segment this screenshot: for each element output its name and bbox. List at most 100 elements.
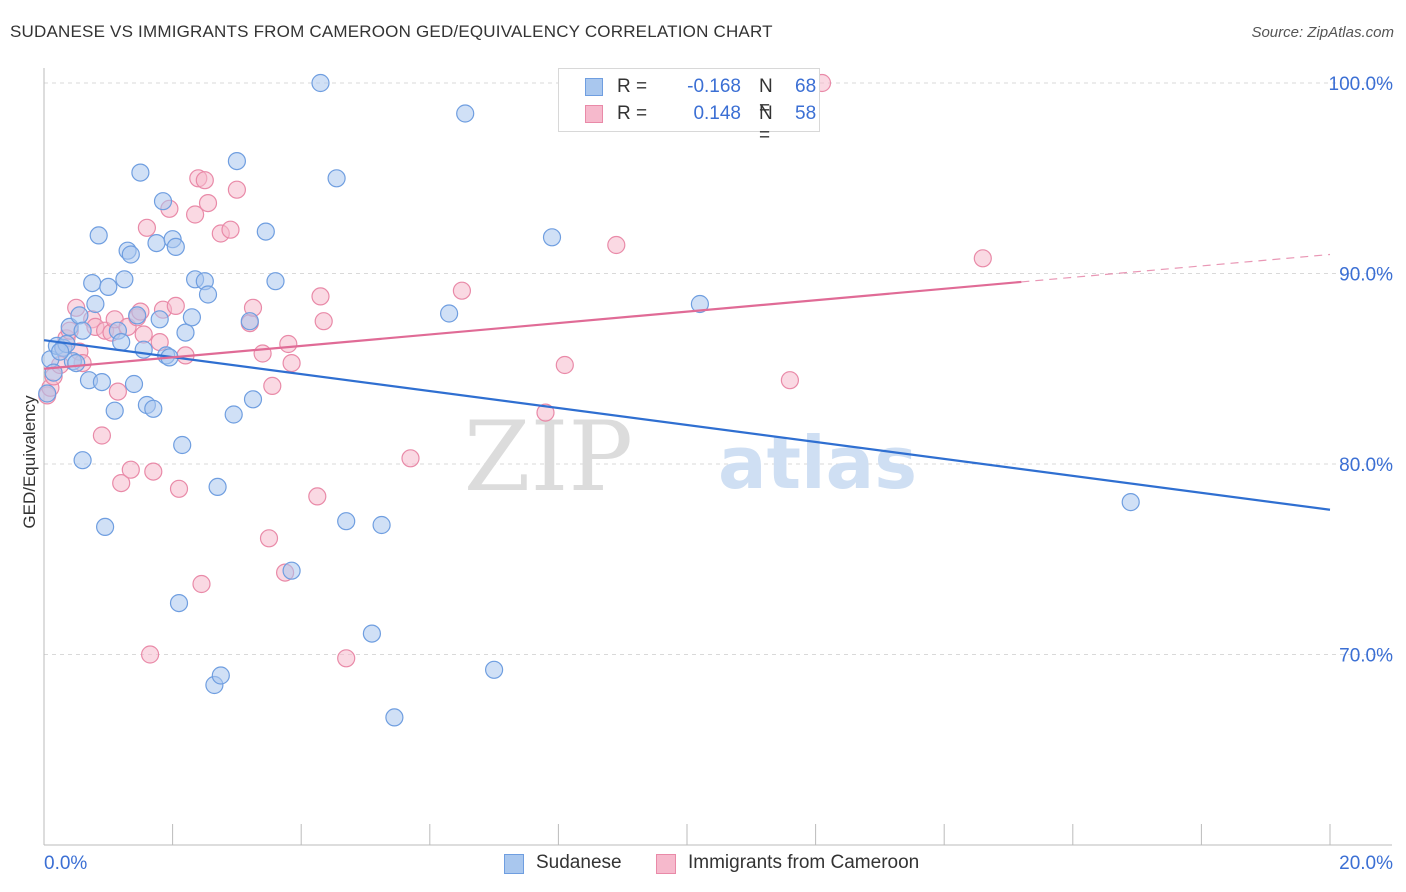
sudanese-point xyxy=(134,340,153,359)
cameroon-point xyxy=(337,649,356,668)
cameroon-point xyxy=(253,344,272,363)
sudanese-point xyxy=(337,512,356,531)
cameroon-point xyxy=(282,354,301,373)
sudanese-point xyxy=(83,274,102,293)
chart-title: SUDANESE VS IMMIGRANTS FROM CAMEROON GED… xyxy=(10,22,773,41)
sudanese-trend-line xyxy=(43,339,1331,511)
sudanese-point xyxy=(542,228,562,247)
series-cameroon-points xyxy=(38,73,992,668)
cameroon-point xyxy=(195,171,214,190)
sudanese-point xyxy=(256,222,275,241)
sudanese-point xyxy=(362,624,381,643)
sudanese-point xyxy=(121,245,140,264)
sudanese-point xyxy=(70,306,89,325)
sudanese-point xyxy=(311,73,330,93)
sudanese-point xyxy=(150,310,169,329)
y-tick-label: 70.0% xyxy=(1339,646,1393,667)
cameroon-point xyxy=(452,281,471,300)
y-tick-label: 90.0% xyxy=(1339,265,1393,286)
sudanese-point xyxy=(128,306,147,325)
sudanese-point xyxy=(227,152,246,171)
cameroon-point xyxy=(314,312,333,331)
sudanese-point xyxy=(372,515,391,535)
correlation-legend: R = -0.168 N = 68 R = 0.148 N = 58 xyxy=(558,68,820,146)
cameroon-point xyxy=(607,235,626,255)
sudanese-point xyxy=(73,321,92,340)
sudanese-point xyxy=(112,333,131,352)
cameroon-point xyxy=(92,426,112,445)
x-tick-label: 20.0% xyxy=(1339,853,1393,874)
legend-r-value: -0.168 xyxy=(687,76,741,97)
legend-swatch-pink xyxy=(585,105,603,123)
sudanese-point xyxy=(456,104,475,123)
legend-n-label: N = xyxy=(759,103,773,146)
legend-label-cameroon: Immigrants from Cameroon xyxy=(688,852,920,873)
sudanese-point xyxy=(224,405,243,424)
sudanese-point xyxy=(131,163,150,182)
sudanese-point xyxy=(243,390,263,409)
sudanese-point xyxy=(1121,493,1140,512)
axes xyxy=(43,68,1392,846)
x-tick-label: 0.0% xyxy=(44,853,87,874)
tick-labels: 70.0% 80.0% 90.0% 100.0% 0.0% 20.0% xyxy=(44,74,1393,874)
cameroon-point xyxy=(227,180,246,199)
sudanese-point xyxy=(198,285,218,304)
sudanese-point xyxy=(95,517,115,537)
source-label: Source: ZipAtlas.com xyxy=(1251,24,1394,41)
y-axis-label: GED/Equivalency xyxy=(20,395,39,529)
sudanese-point xyxy=(266,272,285,291)
watermark-atlas: atlas xyxy=(718,421,917,505)
cameroon-point xyxy=(263,376,282,395)
sudanese-point xyxy=(144,399,163,418)
cameroon-point xyxy=(186,205,205,224)
sudanese-point xyxy=(240,312,259,331)
legend-n-value: 58 xyxy=(795,103,817,124)
sudanese-point xyxy=(690,294,710,314)
cameroon-point xyxy=(536,403,555,422)
legend-r-value: 0.148 xyxy=(693,103,741,124)
cameroon-point xyxy=(221,220,240,239)
cameroon-point xyxy=(401,449,420,468)
cameroon-point xyxy=(198,194,218,213)
sudanese-point xyxy=(385,708,404,727)
sudanese-point xyxy=(89,226,108,245)
gridlines xyxy=(44,82,1392,656)
legend-swatch-blue xyxy=(504,854,524,874)
sudanese-point xyxy=(440,304,459,323)
cameroon-point xyxy=(311,287,330,306)
trend-lines xyxy=(43,253,1331,511)
sudanese-point xyxy=(166,237,185,256)
cameroon-point xyxy=(192,574,211,594)
sudanese-point xyxy=(211,666,230,685)
cameroon-point xyxy=(121,460,140,479)
legend-r-label: R = xyxy=(617,76,653,97)
cameroon-point xyxy=(137,218,156,237)
sudanese-point xyxy=(115,270,134,289)
cameroon-point xyxy=(112,474,131,493)
cameroon-point xyxy=(108,382,128,401)
cameroon-point xyxy=(555,355,574,375)
sudanese-point xyxy=(67,354,86,373)
cameroon-point xyxy=(780,371,800,390)
sudanese-point xyxy=(99,277,118,296)
sudanese-point xyxy=(147,234,166,253)
sudanese-point xyxy=(176,323,195,342)
y-tick-label: 80.0% xyxy=(1339,455,1393,476)
y-tick-label: 100.0% xyxy=(1329,74,1394,95)
cameroon-point xyxy=(169,479,189,498)
sudanese-point xyxy=(92,373,112,392)
cameroon-trend-extension xyxy=(1021,253,1331,283)
cameroon-trend-line xyxy=(43,280,1022,370)
sudanese-point xyxy=(327,169,346,188)
sudanese-point xyxy=(485,660,504,679)
cameroon-point xyxy=(144,462,163,481)
legend-swatch-blue xyxy=(585,78,603,96)
sudanese-point xyxy=(169,593,189,613)
cameroon-point xyxy=(279,334,298,354)
sudanese-point xyxy=(105,401,124,420)
legend-r-label: R = xyxy=(617,103,653,124)
sudanese-point xyxy=(86,294,105,314)
legend-label-sudanese: Sudanese xyxy=(536,852,622,873)
sudanese-point xyxy=(208,477,227,496)
